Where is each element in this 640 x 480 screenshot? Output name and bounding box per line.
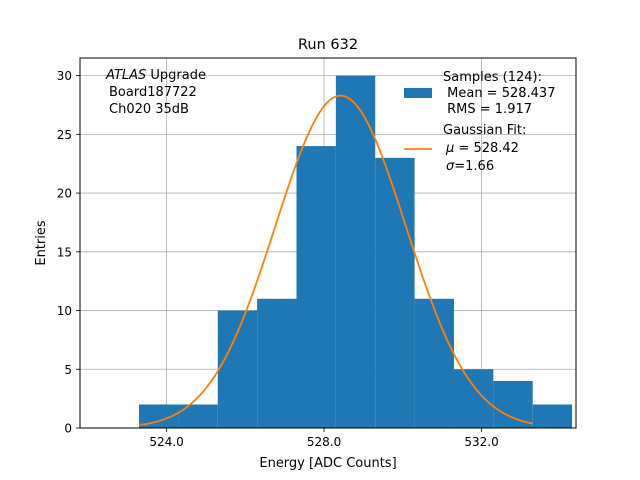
legend-sigma-symbol: σ bbox=[446, 159, 455, 174]
atlas-annotation: ATLAS Upgrade Board187722 Ch020 35dB bbox=[105, 68, 206, 117]
histogram-bar bbox=[453, 369, 494, 428]
legend-sigma-value: =1.66 bbox=[454, 159, 494, 174]
chart-title: Run 632 bbox=[298, 37, 358, 53]
histogram-bar bbox=[257, 298, 297, 428]
histogram-bar bbox=[296, 146, 336, 428]
y-tick-label: 10 bbox=[57, 304, 72, 318]
x-tick-label: 524.0 bbox=[149, 435, 183, 449]
legend-samples-title: Samples (124): bbox=[443, 70, 542, 85]
histogram-bar bbox=[217, 310, 258, 428]
y-tick-label: 0 bbox=[64, 422, 72, 436]
legend: Samples (124): Mean = 528.437 RMS = 1.91… bbox=[404, 70, 555, 174]
histogram-bar bbox=[139, 404, 179, 428]
histogram-bar bbox=[414, 298, 454, 428]
legend-fit-mu: μ = 528.42 bbox=[445, 141, 519, 156]
y-tick-label: 30 bbox=[57, 69, 72, 83]
legend-fit-title: Gaussian Fit: bbox=[443, 123, 526, 138]
legend-samples-swatch bbox=[404, 88, 432, 98]
y-tick-label: 5 bbox=[64, 363, 72, 377]
x-axis-label: Energy [ADC Counts] bbox=[259, 456, 396, 471]
histogram-bar bbox=[493, 381, 533, 428]
y-tick-label: 25 bbox=[57, 128, 72, 142]
legend-fit-sigma: σ=1.66 bbox=[446, 159, 494, 174]
x-tick-label: 528.0 bbox=[307, 435, 341, 449]
legend-mu-value: = 528.42 bbox=[454, 141, 519, 156]
y-axis-label: Entries bbox=[34, 220, 49, 266]
histogram-bar bbox=[335, 75, 376, 428]
annotation-line-2: Board187722 bbox=[109, 85, 197, 100]
legend-samples-rms: RMS = 1.917 bbox=[443, 102, 532, 117]
gaussian-fit bbox=[138, 94, 533, 427]
y-axis-ticks: 0 5 10 15 20 25 30 bbox=[57, 69, 80, 436]
annotation-upgrade: Upgrade bbox=[146, 68, 206, 83]
y-tick-label: 15 bbox=[57, 245, 72, 259]
histogram-bar bbox=[375, 157, 415, 429]
plot-frame bbox=[79, 57, 577, 429]
x-axis-ticks: 524.0 528.0 532.0 bbox=[149, 428, 499, 449]
histogram-bar bbox=[532, 404, 573, 428]
legend-samples-mean: Mean = 528.437 bbox=[443, 86, 555, 101]
gaussian-fit-curve bbox=[138, 94, 533, 427]
x-tick-label: 532.0 bbox=[464, 435, 498, 449]
legend-mu-symbol: μ bbox=[445, 141, 454, 156]
annotation-atlas-italic: ATLAS bbox=[105, 68, 146, 83]
y-tick-label: 20 bbox=[57, 187, 72, 201]
histogram-bar bbox=[178, 404, 218, 428]
annotation-line-3: Ch020 35dB bbox=[109, 102, 189, 117]
annotation-line-1: ATLAS Upgrade bbox=[105, 68, 206, 83]
